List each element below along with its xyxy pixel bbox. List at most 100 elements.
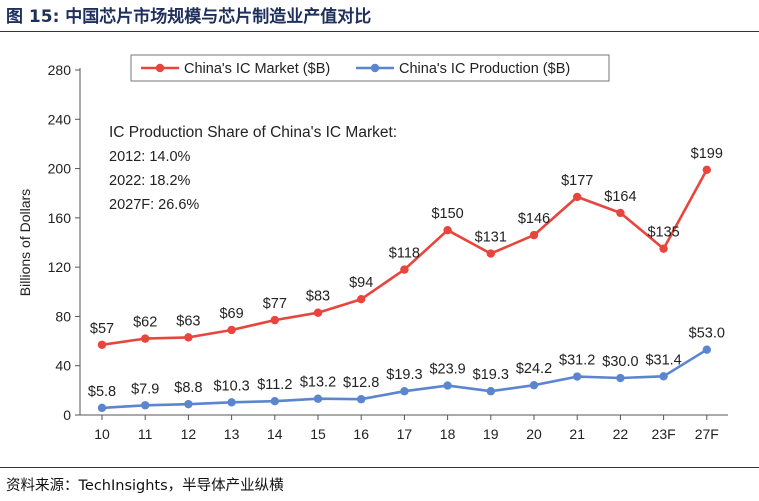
data-point xyxy=(270,315,279,325)
legend-label: China's IC Production ($B) xyxy=(399,61,570,77)
data-label: $7.9 xyxy=(131,381,159,397)
annotation-heading: IC Production Share of China's IC Market… xyxy=(109,124,397,141)
data-label: $146 xyxy=(518,211,550,227)
data-point xyxy=(659,244,668,253)
data-label: $177 xyxy=(561,173,593,189)
x-tick-label: 19 xyxy=(483,426,499,442)
data-label: $57 xyxy=(90,321,114,337)
data-label: $10.3 xyxy=(213,378,249,394)
data-label: $23.9 xyxy=(429,362,465,378)
x-tick-label: 18 xyxy=(440,426,456,442)
x-tick-label: 11 xyxy=(138,426,153,442)
x-tick-label: 27F xyxy=(695,426,719,442)
data-label: $118 xyxy=(389,246,420,262)
y-tick-label: 280 xyxy=(48,62,72,78)
source-note: 资料来源：TechInsights，半导体产业纵横 xyxy=(6,478,284,494)
legend-swatch-marker xyxy=(155,63,165,73)
data-label: $199 xyxy=(691,146,723,162)
data-point xyxy=(486,249,495,258)
y-tick-label: 80 xyxy=(55,308,71,324)
data-label: $77 xyxy=(263,296,287,312)
y-tick-label: 240 xyxy=(48,111,72,127)
data-labels: $57 $62 $63 $69 $77 $83 $94 $118 $150 $131 $146 $17… xyxy=(88,146,725,400)
data-label: $83 xyxy=(306,289,330,305)
data-label: $12.8 xyxy=(343,375,379,391)
annotation-line: 2022: 18.2% xyxy=(109,173,191,189)
data-point xyxy=(313,308,323,317)
top-divider xyxy=(0,31,759,32)
x-tick-label: 21 xyxy=(569,426,585,442)
data-label: $69 xyxy=(219,306,243,322)
data-point xyxy=(227,325,236,335)
data-label: $131 xyxy=(475,230,507,246)
data-label: $53.0 xyxy=(689,326,725,342)
legend-label: China's IC Market ($B) xyxy=(184,61,330,77)
y-axis-title: Billions of Dollars xyxy=(17,189,33,296)
x-tick-label: 13 xyxy=(224,426,240,442)
data-label: $19.3 xyxy=(386,367,422,383)
data-point xyxy=(573,372,582,381)
data-label: $19.3 xyxy=(473,367,509,383)
data-point xyxy=(270,397,279,406)
y-tick-label: 120 xyxy=(48,259,72,275)
data-point xyxy=(357,395,366,404)
data-point xyxy=(97,340,107,349)
data-point xyxy=(184,399,193,409)
x-tick-label: 20 xyxy=(526,426,542,442)
series-lines xyxy=(97,165,711,413)
data-label: $94 xyxy=(349,275,373,291)
x-tick-label: 16 xyxy=(353,426,369,442)
legend: China's IC Market ($B) China's IC Product… xyxy=(130,54,610,82)
chart-axes: 0 40 80 120 160 200 240 280 10 11 12 13 14 15 16 17 18 19… xyxy=(17,62,728,442)
data-point xyxy=(529,230,539,240)
data-point xyxy=(616,208,625,218)
data-point xyxy=(357,294,366,304)
y-tick-label: 40 xyxy=(55,358,71,374)
data-label: $30.0 xyxy=(602,354,638,370)
figure-label: 图 15: xyxy=(6,7,60,27)
data-point xyxy=(313,394,323,403)
y-tick-label: 160 xyxy=(48,210,72,226)
data-point xyxy=(227,398,236,407)
line-chart: 0 40 80 120 160 200 240 280 10 11 12 13 14 15 16 17 18 19… xyxy=(17,54,728,442)
figure-title-text: 中国芯片市场规模与芯片制造业产值对比 xyxy=(65,7,372,27)
data-point xyxy=(400,265,409,274)
data-label: $135 xyxy=(647,225,679,241)
data-label: $8.8 xyxy=(174,380,202,396)
data-label: $13.2 xyxy=(300,375,336,391)
data-label: $150 xyxy=(431,206,463,222)
x-tick-label: 10 xyxy=(94,426,110,442)
data-label: $62 xyxy=(133,315,157,331)
data-point xyxy=(141,334,150,343)
data-point xyxy=(573,192,582,202)
annotation-line: 2012: 14.0% xyxy=(109,149,191,165)
data-point xyxy=(97,403,107,413)
x-tick-label: 17 xyxy=(397,426,413,442)
data-label: $31.4 xyxy=(645,352,681,368)
x-tick-label: 12 xyxy=(181,426,197,442)
y-tick-label: 200 xyxy=(48,161,72,177)
data-point xyxy=(443,225,452,235)
y-tick-label: 0 xyxy=(63,407,71,423)
data-point xyxy=(400,387,409,396)
data-point xyxy=(141,401,150,410)
data-point xyxy=(529,380,539,390)
x-tick-label: 23F xyxy=(652,426,676,442)
figure-title: 图 15: 中国芯片市场规模与芯片制造业产值对比 xyxy=(6,4,371,30)
data-point xyxy=(616,373,625,383)
data-point xyxy=(184,333,193,342)
data-point xyxy=(702,165,711,175)
data-label: $24.2 xyxy=(516,361,552,377)
data-point xyxy=(659,372,668,381)
data-point xyxy=(443,381,452,390)
data-label: $11.2 xyxy=(257,377,292,393)
share-annotation: IC Production Share of China's IC Market… xyxy=(109,124,397,213)
data-label: $31.2 xyxy=(559,353,595,369)
annotation-line: 2027F: 26.6% xyxy=(109,197,199,213)
x-tick-label: 14 xyxy=(267,426,283,442)
data-point xyxy=(486,387,495,396)
data-label: $63 xyxy=(176,313,200,329)
data-label: $5.8 xyxy=(88,384,116,400)
data-label: $164 xyxy=(604,189,636,205)
x-tick-label: 22 xyxy=(613,426,629,442)
